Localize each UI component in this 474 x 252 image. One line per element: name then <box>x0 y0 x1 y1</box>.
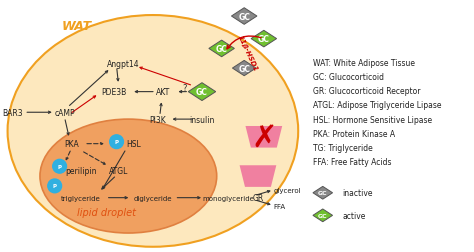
Text: triglyceride: triglyceride <box>61 195 101 201</box>
Text: FFA: Free Fatty Acids: FFA: Free Fatty Acids <box>313 158 392 167</box>
Polygon shape <box>313 187 333 199</box>
Text: ?: ? <box>182 84 187 93</box>
Text: GC: GC <box>238 64 250 73</box>
Text: inactive: inactive <box>342 188 373 198</box>
Circle shape <box>109 135 123 149</box>
Ellipse shape <box>8 16 298 247</box>
Text: diglyceride: diglyceride <box>134 195 172 201</box>
Text: AKT: AKT <box>155 88 170 97</box>
Text: FFA: FFA <box>273 203 286 209</box>
Polygon shape <box>239 166 276 187</box>
Text: TG: Triglyceride: TG: Triglyceride <box>313 144 373 152</box>
Polygon shape <box>231 9 257 25</box>
Text: GC: GC <box>318 191 328 196</box>
Text: GC: Glucocorticoid: GC: Glucocorticoid <box>313 73 384 82</box>
Text: cAMP: cAMP <box>54 108 75 117</box>
Text: GC: GC <box>238 12 250 21</box>
Text: active: active <box>342 211 366 220</box>
Polygon shape <box>209 41 234 57</box>
Text: GC: GC <box>196 88 208 97</box>
Text: monoglyceride: monoglyceride <box>202 195 255 201</box>
Text: GR: Glucocorticoid Receptor: GR: Glucocorticoid Receptor <box>313 87 420 96</box>
Text: HSL: Hormone Sensitive Lipase: HSL: Hormone Sensitive Lipase <box>313 115 432 124</box>
Text: ATGL: Adipose Triglyceride Lipase: ATGL: Adipose Triglyceride Lipase <box>313 101 441 110</box>
Text: WAT: White Adipose Tissue: WAT: White Adipose Tissue <box>313 58 415 67</box>
Text: lipid droplet: lipid droplet <box>77 207 136 217</box>
Polygon shape <box>188 83 216 101</box>
Circle shape <box>48 179 62 193</box>
Text: HSL: HSL <box>126 140 141 149</box>
Text: ✗: ✗ <box>251 123 277 152</box>
Polygon shape <box>251 31 277 48</box>
Text: PKA: PKA <box>64 140 79 149</box>
Text: GR: GR <box>252 194 264 203</box>
Polygon shape <box>246 127 282 148</box>
Text: GC: GC <box>258 35 270 44</box>
Circle shape <box>53 160 66 173</box>
Text: perilipin: perilipin <box>65 166 97 175</box>
Text: P: P <box>58 164 62 169</box>
Text: PKA: Protein Kinase A: PKA: Protein Kinase A <box>313 129 395 138</box>
Text: BAR3: BAR3 <box>2 108 23 117</box>
Text: PI3K: PI3K <box>149 115 166 124</box>
Text: PDE3B: PDE3B <box>101 88 126 97</box>
Text: insulin: insulin <box>189 115 215 124</box>
Text: GC: GC <box>318 213 328 218</box>
Text: ATGL: ATGL <box>109 166 128 175</box>
Text: P: P <box>115 140 118 145</box>
Text: glycerol: glycerol <box>273 187 301 193</box>
Text: 11β-HSD1: 11β-HSD1 <box>237 34 259 72</box>
Polygon shape <box>313 209 333 222</box>
Text: WAT: WAT <box>62 20 91 33</box>
Text: GC: GC <box>216 45 228 54</box>
Polygon shape <box>232 61 256 76</box>
Text: P: P <box>53 184 57 189</box>
Text: Angpt14: Angpt14 <box>107 59 140 68</box>
Ellipse shape <box>40 120 217 233</box>
